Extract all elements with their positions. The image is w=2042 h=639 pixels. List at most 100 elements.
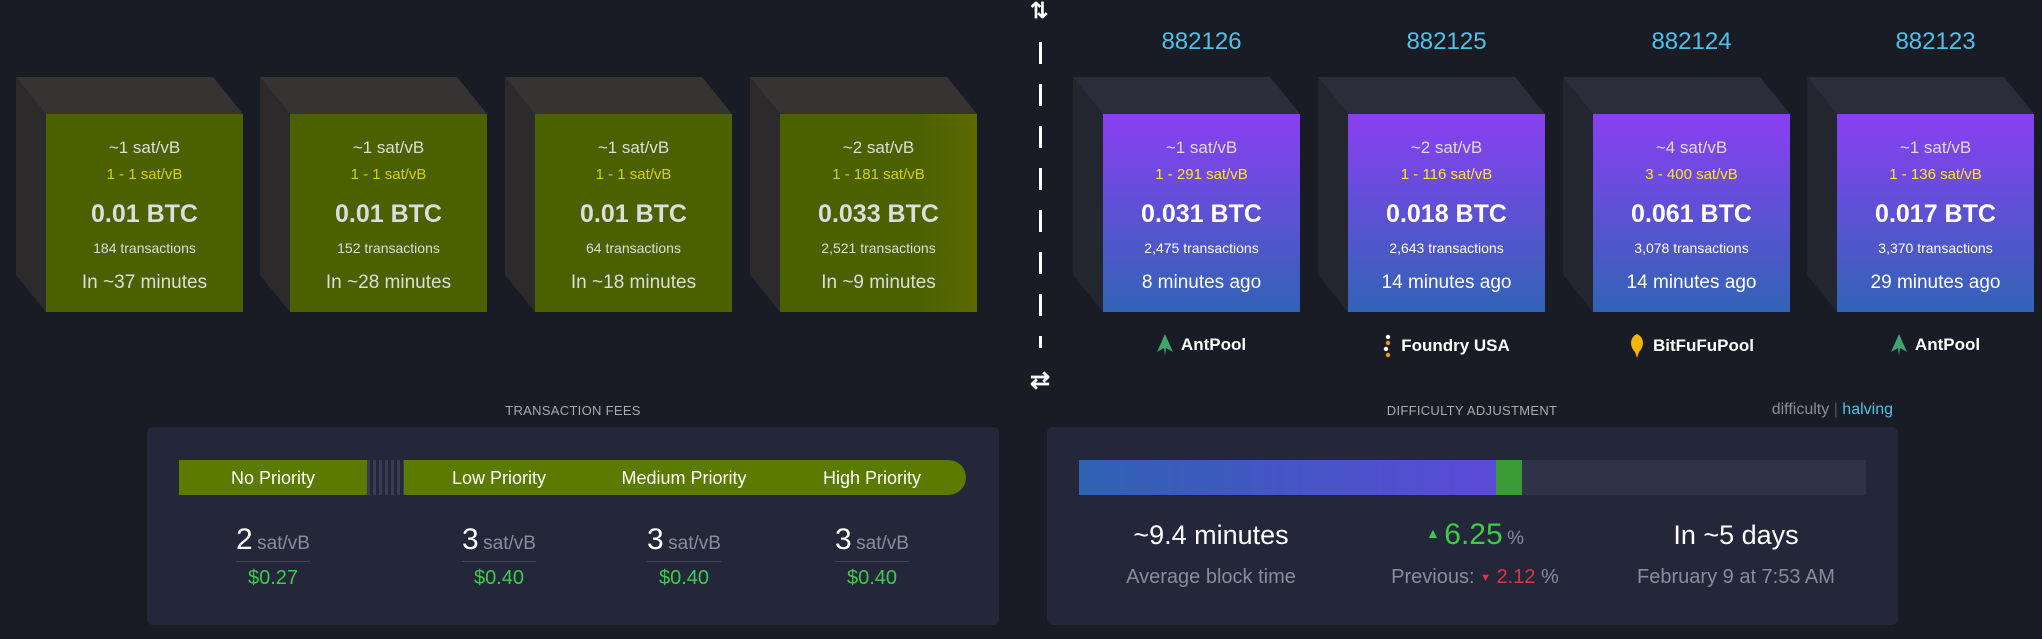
adjustment-eta: In ~5 days [1673,520,1799,550]
fee-number: 2 [236,523,253,556]
previous-value: 2.12 [1496,566,1536,588]
no-priority-bar [179,460,367,495]
block-height[interactable]: 882125 [1406,28,1487,55]
divider-dash [1039,84,1042,106]
tx-count: 3,370 transactions [1878,240,1993,256]
pool-link[interactable]: BitFuFuPool [1593,334,1790,358]
divider-dash [1039,42,1042,64]
bitfufu-icon [1631,334,1643,358]
mined-block[interactable]: ~1 sat/vB 1 - 136 sat/vB 0.017 BTC 3,370… [1807,77,2034,312]
block-height[interactable]: 882124 [1651,28,1732,55]
mined-block[interactable]: ~1 sat/vB 1 - 291 sat/vB 0.031 BTC 2,475… [1073,77,1300,312]
fee-value: 2 sat/vB [236,523,310,562]
mempool-block[interactable]: ~1 sat/vB 1 - 1 sat/vB 0.01 BTC 64 trans… [505,77,732,312]
difficulty-change: ▲ 6.25 % [1426,518,1524,552]
tx-count: 2,475 transactions [1144,240,1259,256]
tx-count: 2,521 transactions [821,240,936,256]
tx-count: 184 transactions [93,240,196,256]
median-fee: ~2 sat/vB [1410,138,1483,157]
block-total: 0.031 BTC [1141,200,1262,228]
block-total: 0.061 BTC [1631,200,1752,228]
median-fee: ~4 sat/vB [1655,138,1728,157]
fee-value: 3 sat/vB [462,523,536,562]
fee-range: 1 - 1 sat/vB [106,166,183,183]
fee-usd: $0.27 [247,567,299,589]
fees-title: TRANSACTION FEES [505,403,641,418]
fee-range: 1 - 136 sat/vB [1889,166,1982,183]
pool-name: AntPool [1180,335,1247,354]
block-total: 0.017 BTC [1875,200,1996,228]
priority-label: Low Priority [451,468,547,488]
block-total: 0.01 BTC [580,200,687,228]
fee-range: 1 - 116 sat/vB [1400,166,1493,183]
fee-number: 3 [647,523,664,556]
mempool-block[interactable]: ~2 sat/vB 1 - 181 sat/vB 0.033 BTC 2,521… [750,77,977,312]
fee-unit: sat/vB [856,533,909,554]
median-fee: ~1 sat/vB [1165,138,1238,157]
block-total: 0.033 BTC [818,200,939,228]
fee-range: 1 - 181 sat/vB [832,166,925,183]
mined-block[interactable]: ~4 sat/vB 3 - 400 sat/vB 0.061 BTC 3,078… [1563,77,1790,312]
pool-name: BitFuFuPool [1652,336,1755,355]
fee-number: 3 [462,523,479,556]
difficulty-progress-fill [1079,460,1497,495]
median-fee: ~1 sat/vB [352,138,425,157]
priority-label: No Priority [230,468,316,488]
previous-label: Previous: [1391,566,1475,588]
mempool-block[interactable]: ~1 sat/vB 1 - 1 sat/vB 0.01 BTC 152 tran… [260,77,487,312]
median-fee: ~1 sat/vB [108,138,181,157]
mined-block[interactable]: ~2 sat/vB 1 - 116 sat/vB 0.018 BTC 2,643… [1318,77,1545,312]
fee-range: 1 - 1 sat/vB [595,166,672,183]
block-total: 0.018 BTC [1386,200,1507,228]
block-age: 14 minutes ago [1381,272,1512,293]
previous-unit: % [1541,566,1559,588]
block-eta: In ~37 minutes [81,272,208,293]
tx-count: 2,643 transactions [1389,240,1504,256]
difficulty-ahead-fill [1496,460,1523,495]
divider-dash [1039,126,1042,148]
block-total: 0.01 BTC [91,200,198,228]
divider-dash [1039,252,1042,274]
arrow-down-icon: ▼ [1480,572,1491,584]
fee-unit: sat/vB [257,533,310,554]
priority-gap [367,460,404,495]
previous-change: Previous: ▼ 2.12 % [1391,566,1559,589]
fee-usd: $0.40 [658,567,710,589]
pool-name: Foundry USA [1401,336,1510,355]
block-eta: In ~18 minutes [570,272,697,293]
fee-usd: $0.40 [846,567,898,589]
pool-link[interactable]: AntPool [1103,334,1300,356]
block-age: 14 minutes ago [1626,272,1757,293]
fee-number: 3 [835,523,852,556]
mempool-block[interactable]: ~1 sat/vB 1 - 1 sat/vB 0.01 BTC 184 tran… [16,77,243,312]
divider-dash [1039,336,1042,348]
divider-dash [1039,294,1042,316]
toggle-halving[interactable]: halving [1842,401,1893,418]
fee-unit: sat/vB [668,533,721,554]
block-age: 8 minutes ago [1141,272,1262,293]
tx-count: 3,078 transactions [1634,240,1749,256]
block-height[interactable]: 882123 [1895,28,1976,55]
block-height[interactable]: 882126 [1161,28,1242,55]
avg-block-time-label: Average block time [1126,566,1296,588]
pool-link[interactable]: Foundry USA [1348,334,1545,358]
median-fee: ~2 sat/vB [842,138,915,157]
block-eta: In ~9 minutes [821,272,936,293]
swap-horizontal-icon[interactable]: ⇄ [1030,367,1051,394]
toggle-separator: | [1833,401,1838,418]
toggle-difficulty[interactable]: difficulty [1771,401,1830,418]
fee-value: 3 sat/vB [835,523,909,562]
difficulty-progress-bar [1079,460,1866,495]
block-total: 0.01 BTC [335,200,442,228]
pool-link[interactable]: AntPool [1837,334,2034,356]
antpool-icon [1890,334,1907,356]
priority-bar [404,460,966,495]
avg-block-time: ~9.4 minutes [1133,520,1289,550]
fee-value: 3 sat/vB [647,523,721,562]
fee-unit: sat/vB [483,533,536,554]
antpool-icon [1156,334,1173,356]
tx-count: 64 transactions [586,240,681,256]
difficulty-toggle: difficulty | halving [1772,401,1893,419]
swap-vertical-icon[interactable]: ⇅ [1030,0,1049,23]
fee-range: 1 - 1 sat/vB [350,166,427,183]
